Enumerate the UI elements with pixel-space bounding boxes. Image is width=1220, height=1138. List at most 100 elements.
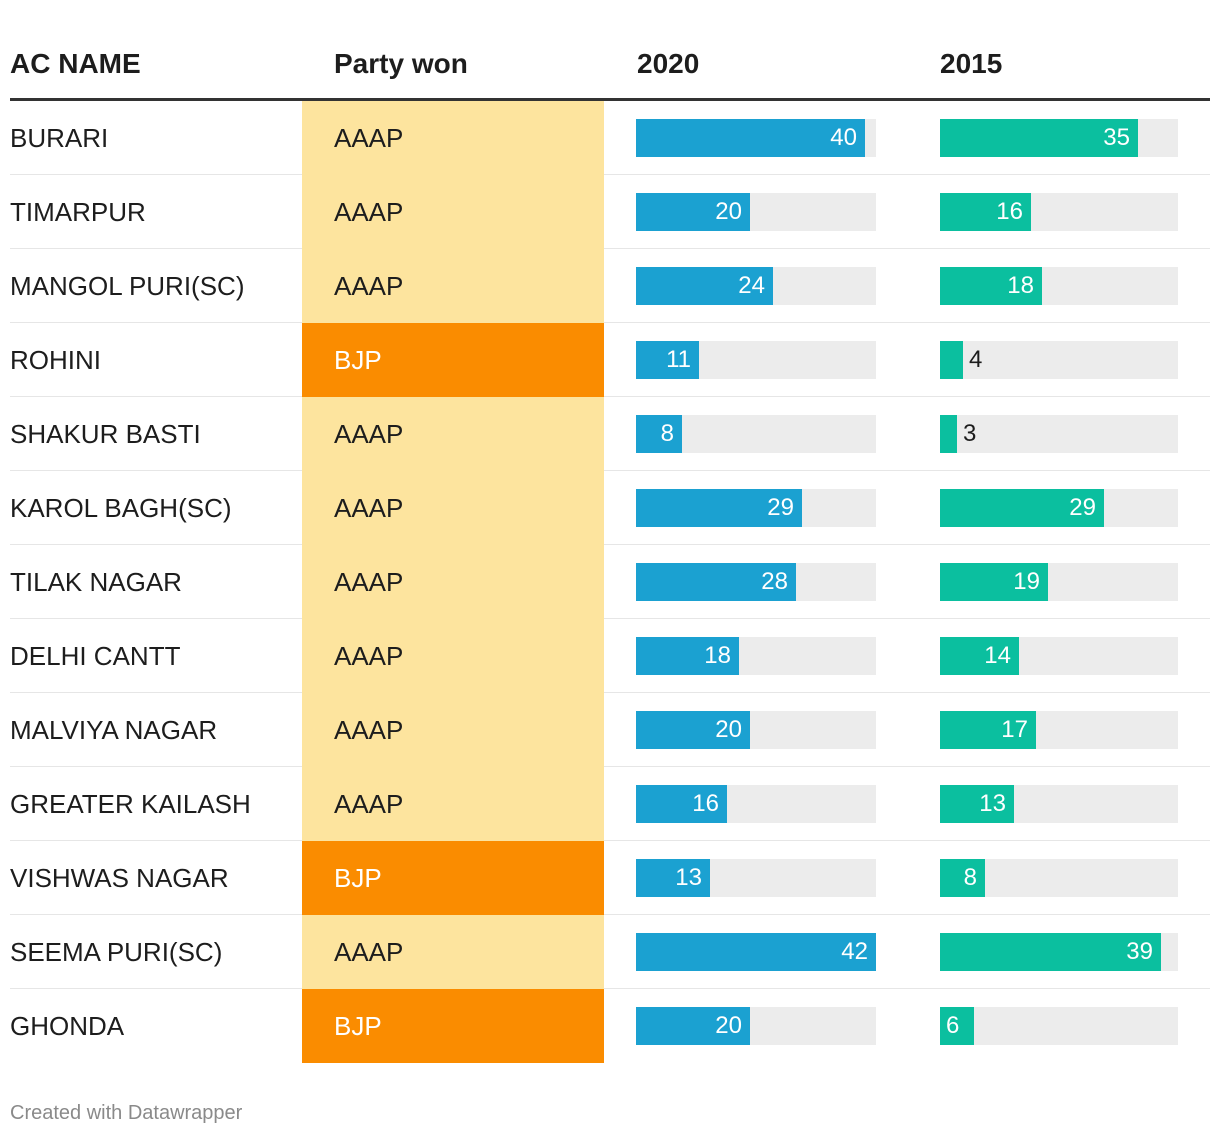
table-row: TIMARPUR AAAP 20 16 bbox=[10, 175, 1210, 249]
party-label: AAAP bbox=[334, 789, 404, 819]
table-row: KAROL BAGH(SC) AAAP 29 29 bbox=[10, 471, 1210, 545]
bar-label-2020: 29 bbox=[767, 494, 794, 521]
bar-track-2015: 14 bbox=[940, 637, 1178, 675]
bar-label-2020: 40 bbox=[830, 124, 857, 151]
ac-name: TIMARPUR bbox=[10, 197, 146, 227]
bar-2015 bbox=[940, 563, 1048, 601]
table-row: GREATER KAILASH AAAP 16 13 bbox=[10, 767, 1210, 841]
bar-track-2015: 35 bbox=[940, 119, 1178, 157]
party-label: BJP bbox=[334, 345, 382, 375]
bar-track-2015: 3 bbox=[940, 415, 1178, 453]
table-row: GHONDA BJP 20 6 bbox=[10, 989, 1210, 1063]
table-row: MALVIYA NAGAR AAAP 20 17 bbox=[10, 693, 1210, 767]
bar-label-2015: 18 bbox=[1007, 272, 1034, 299]
bar-2015 bbox=[940, 637, 1019, 675]
bar-2020 bbox=[636, 859, 710, 897]
bar-2020 bbox=[636, 637, 739, 675]
bar-label-2015: 29 bbox=[1069, 494, 1096, 521]
bar-2020 bbox=[636, 119, 865, 157]
bar-track-2015: 18 bbox=[940, 267, 1178, 305]
bar-2020 bbox=[636, 933, 876, 971]
bar-2020 bbox=[636, 563, 796, 601]
bar-track-2015: 19 bbox=[940, 563, 1178, 601]
table-row: VISHWAS NAGAR BJP 13 8 bbox=[10, 841, 1210, 915]
bar-track-2015: 39 bbox=[940, 933, 1178, 971]
bar-track-2020: 16 bbox=[636, 785, 876, 823]
bar-track-2020: 13 bbox=[636, 859, 876, 897]
table-row: BURARI AAAP 40 35 bbox=[10, 101, 1210, 175]
bar-label-2015: 39 bbox=[1126, 938, 1153, 965]
bar-2015 bbox=[940, 193, 1031, 231]
bar-2020 bbox=[636, 267, 773, 305]
bar-label-2020: 8 bbox=[660, 420, 674, 447]
ac-name: GREATER KAILASH bbox=[10, 789, 251, 819]
bar-2015 bbox=[940, 785, 1014, 823]
bar-track-2020: 28 bbox=[636, 563, 876, 601]
party-cell: AAAP bbox=[302, 619, 604, 693]
party-label: BJP bbox=[334, 1011, 382, 1041]
table-row: SHAKUR BASTI AAAP 8 3 bbox=[10, 397, 1210, 471]
header-2020: 2020 bbox=[637, 48, 700, 79]
party-label: AAAP bbox=[334, 123, 404, 153]
bar-label-2020: 20 bbox=[715, 198, 742, 225]
bar-track-2020: 24 bbox=[636, 267, 876, 305]
bar-2020 bbox=[636, 785, 727, 823]
bar-track-2015: 4 bbox=[940, 341, 1178, 379]
bar-track-2020: 42 bbox=[636, 933, 876, 971]
party-label: AAAP bbox=[334, 197, 404, 227]
ac-name: TILAK NAGAR bbox=[10, 567, 182, 597]
bar-track-2015: 8 bbox=[940, 859, 1178, 897]
bar-track-2015: 13 bbox=[940, 785, 1178, 823]
bar-2015 bbox=[940, 489, 1104, 527]
bar-label-2020: 11 bbox=[666, 346, 691, 373]
party-cell: BJP bbox=[302, 989, 604, 1063]
bar-2015 bbox=[940, 711, 1036, 749]
bar-2020 bbox=[636, 489, 802, 527]
table-row: SEEMA PURI(SC) AAAP 42 39 bbox=[10, 915, 1210, 989]
bar-track-2020: 20 bbox=[636, 711, 876, 749]
bar-track-2020: 8 bbox=[636, 415, 876, 453]
ac-name: SEEMA PURI(SC) bbox=[10, 937, 223, 967]
bar-label-2015: 35 bbox=[1103, 124, 1130, 151]
bar-label-2015: 4 bbox=[969, 346, 983, 373]
bar-track-2020: 11 bbox=[636, 341, 876, 379]
results-table: AC NAME Party won 2020 2015 BURARI AAAP 40… bbox=[10, 30, 1210, 1063]
bar-track-2020: 20 bbox=[636, 1007, 876, 1045]
bar-2020 bbox=[636, 193, 750, 231]
party-cell: BJP bbox=[302, 323, 604, 397]
bar-label-2015: 14 bbox=[984, 642, 1011, 669]
bar-label-2020: 28 bbox=[761, 568, 788, 595]
table-row: DELHI CANTT AAAP 18 14 bbox=[10, 619, 1210, 693]
party-cell: AAAP bbox=[302, 767, 604, 841]
bar-track-2020: 40 bbox=[636, 119, 876, 157]
party-label: BJP bbox=[334, 863, 382, 893]
party-label: AAAP bbox=[334, 937, 404, 967]
header-ac-name: AC NAME bbox=[10, 48, 141, 79]
ac-name: GHONDA bbox=[10, 1011, 125, 1041]
party-cell: AAAP bbox=[302, 249, 604, 323]
bar-2015 bbox=[940, 267, 1042, 305]
bar-2020 bbox=[636, 711, 750, 749]
bar-label-2015: 19 bbox=[1013, 568, 1040, 595]
bar-label-2015: 6 bbox=[946, 1012, 960, 1039]
ac-name: MANGOL PURI(SC) bbox=[10, 271, 245, 301]
table-header: AC NAME Party won 2020 2015 bbox=[10, 30, 1210, 101]
party-cell: AAAP bbox=[302, 545, 604, 619]
bar-2015 bbox=[940, 859, 985, 897]
party-label: AAAP bbox=[334, 271, 404, 301]
bar-2020 bbox=[636, 1007, 750, 1045]
bar-track-2015: 6 bbox=[940, 1007, 1178, 1045]
bar-2020 bbox=[636, 341, 699, 379]
footer-credit: Created with Datawrapper bbox=[10, 1102, 243, 1124]
ac-name: DELHI CANTT bbox=[10, 641, 181, 671]
party-cell: AAAP bbox=[302, 915, 604, 989]
party-cell: AAAP bbox=[302, 397, 604, 471]
party-cell: AAAP bbox=[302, 175, 604, 249]
header-party-won: Party won bbox=[334, 48, 468, 79]
party-label: AAAP bbox=[334, 419, 404, 449]
header-2015: 2015 bbox=[940, 48, 1003, 79]
ac-name: SHAKUR BASTI bbox=[10, 419, 201, 449]
table-row: MANGOL PURI(SC) AAAP 24 18 bbox=[10, 249, 1210, 323]
bar-2015 bbox=[940, 1007, 974, 1045]
ac-name: ROHINI bbox=[10, 345, 101, 375]
